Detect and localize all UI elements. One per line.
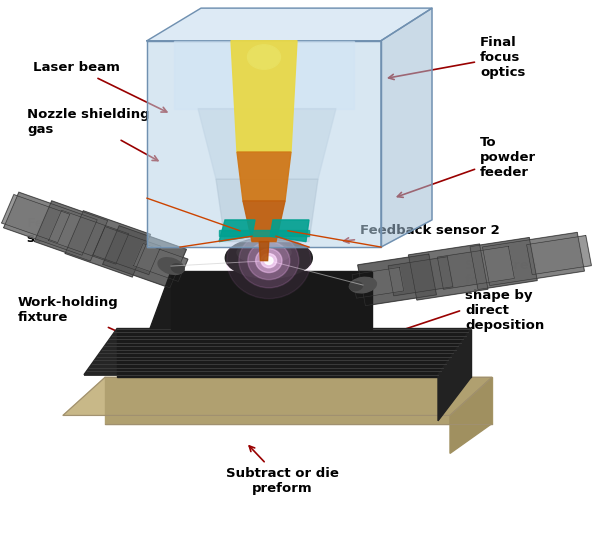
Polygon shape xyxy=(388,257,453,296)
Polygon shape xyxy=(358,254,436,306)
Polygon shape xyxy=(270,220,309,242)
Polygon shape xyxy=(450,377,492,453)
Polygon shape xyxy=(34,201,107,261)
Polygon shape xyxy=(216,179,318,242)
Circle shape xyxy=(261,254,277,268)
Polygon shape xyxy=(63,377,492,415)
Text: Final
focus
optics: Final focus optics xyxy=(389,35,526,79)
Polygon shape xyxy=(147,41,381,247)
Ellipse shape xyxy=(248,45,281,70)
Text: To
powder
feeder: To powder feeder xyxy=(397,136,536,197)
Polygon shape xyxy=(105,377,492,424)
Polygon shape xyxy=(2,194,70,243)
Ellipse shape xyxy=(350,277,376,293)
Polygon shape xyxy=(93,226,161,275)
Text: Subtract or die
preform: Subtract or die preform xyxy=(226,446,338,495)
Ellipse shape xyxy=(158,258,184,274)
Polygon shape xyxy=(237,152,291,201)
Polygon shape xyxy=(259,242,269,261)
Polygon shape xyxy=(103,226,187,288)
Polygon shape xyxy=(150,272,372,329)
Polygon shape xyxy=(134,243,188,281)
Ellipse shape xyxy=(237,242,291,263)
Polygon shape xyxy=(409,244,488,300)
Polygon shape xyxy=(198,109,336,179)
Polygon shape xyxy=(527,236,592,275)
Bar xyxy=(219,230,309,236)
Text: Solid free
form
shape by
direct
deposition: Solid free form shape by direct depositi… xyxy=(370,260,544,342)
Circle shape xyxy=(265,257,273,264)
Polygon shape xyxy=(219,220,255,242)
Circle shape xyxy=(227,223,311,299)
Polygon shape xyxy=(174,41,354,109)
Polygon shape xyxy=(171,272,372,329)
Text: Nozzle shielding
gas: Nozzle shielding gas xyxy=(27,108,158,161)
Polygon shape xyxy=(49,210,129,264)
Polygon shape xyxy=(4,192,97,255)
Polygon shape xyxy=(65,211,151,277)
Text: Laser beam: Laser beam xyxy=(33,61,167,112)
Text: Feedback sensor 2: Feedback sensor 2 xyxy=(344,224,500,243)
Polygon shape xyxy=(482,232,584,286)
Ellipse shape xyxy=(226,238,313,279)
Circle shape xyxy=(256,249,282,273)
Text: Feedback
sensor 1: Feedback sensor 1 xyxy=(27,217,134,252)
Polygon shape xyxy=(231,41,297,152)
Polygon shape xyxy=(147,8,432,41)
Polygon shape xyxy=(84,329,471,375)
Ellipse shape xyxy=(349,282,362,291)
Polygon shape xyxy=(470,238,537,289)
Polygon shape xyxy=(117,329,471,377)
Polygon shape xyxy=(352,267,404,298)
Polygon shape xyxy=(243,201,285,242)
Polygon shape xyxy=(381,8,432,247)
Polygon shape xyxy=(437,247,514,289)
Polygon shape xyxy=(438,329,471,421)
Circle shape xyxy=(239,233,299,288)
Circle shape xyxy=(248,242,290,280)
Text: Work-holding
fixture: Work-holding fixture xyxy=(18,295,125,335)
Ellipse shape xyxy=(172,264,184,273)
